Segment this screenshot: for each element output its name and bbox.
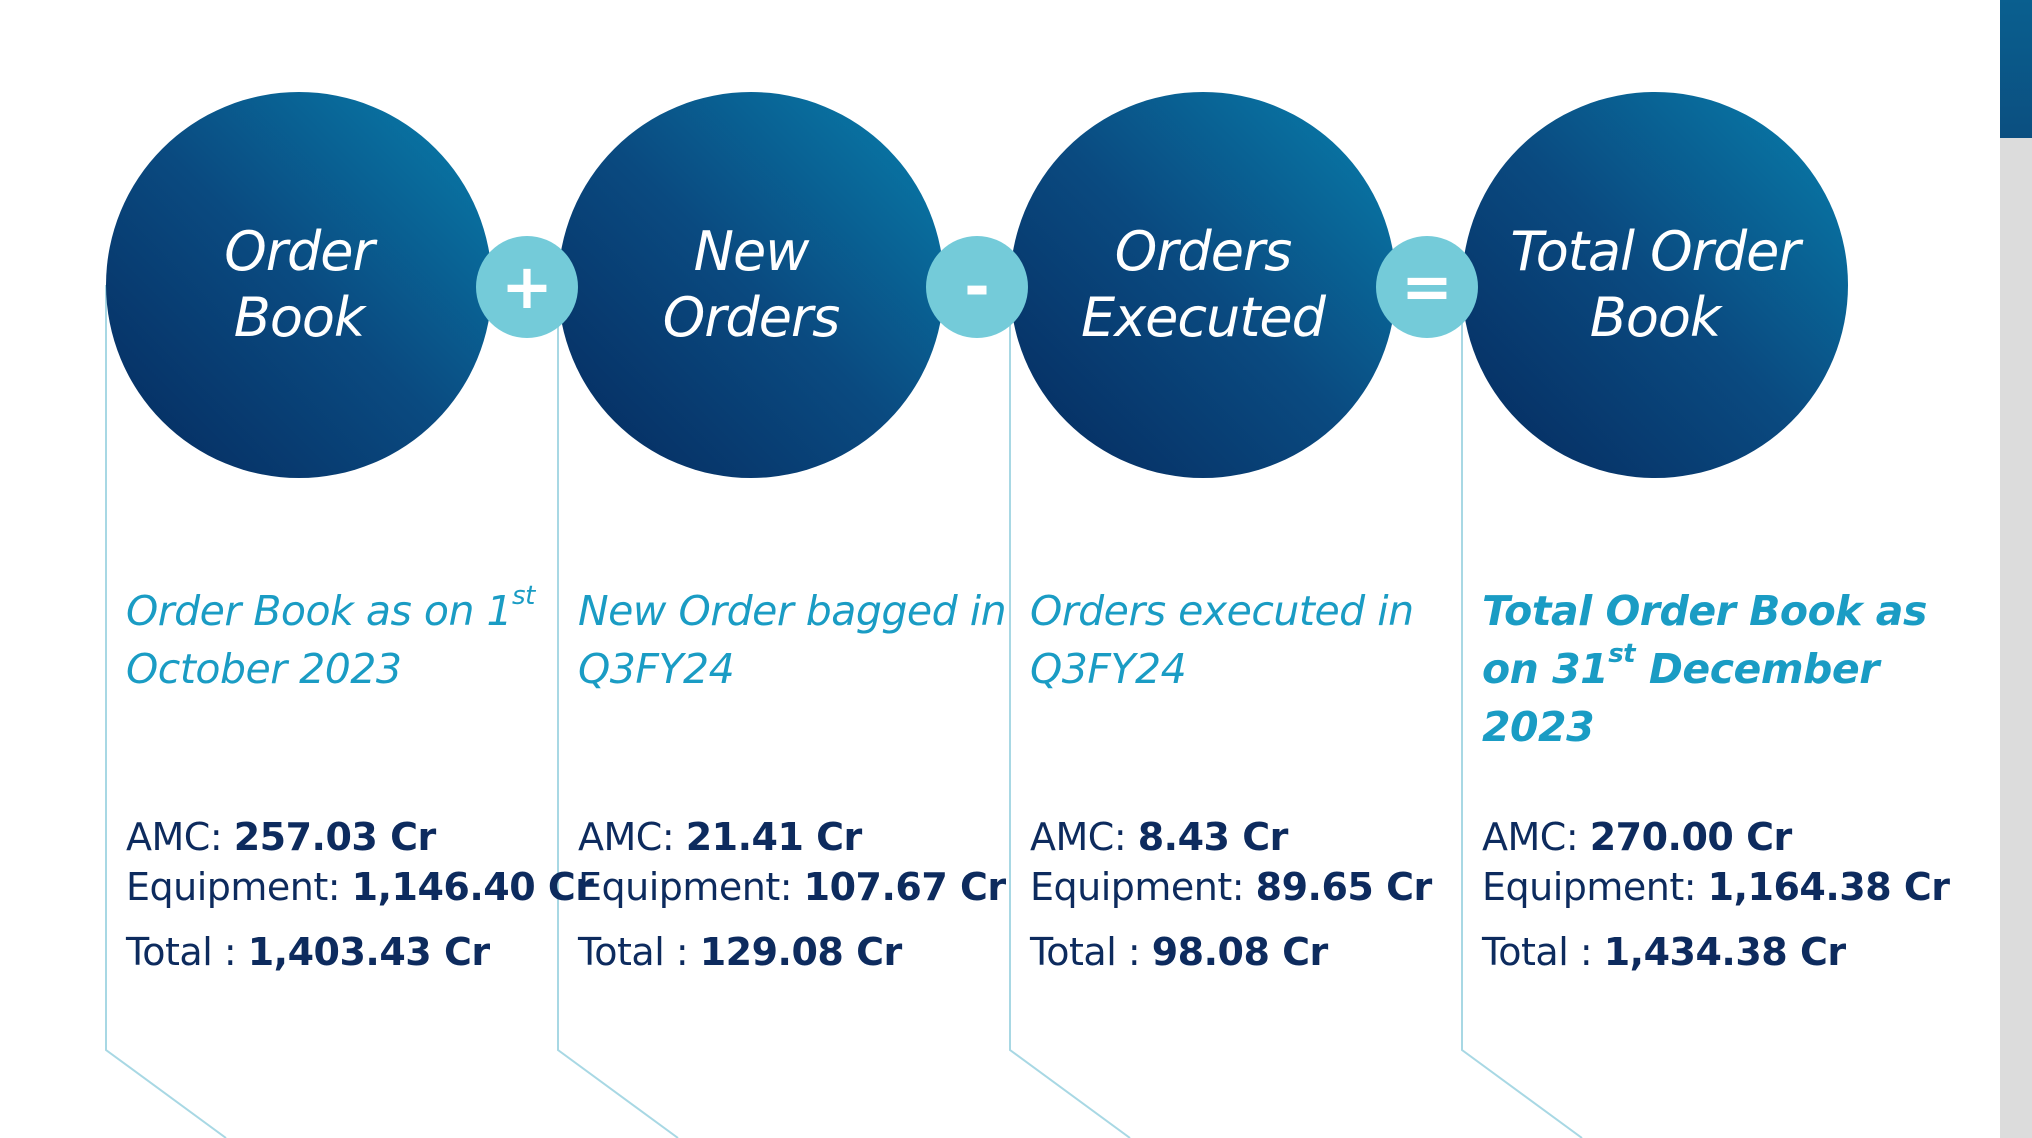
- total-value: 1,403.43 Cr: [247, 930, 490, 974]
- description-orders-executed: Orders executed in Q3FY24: [1030, 587, 1414, 693]
- amc-row: AMC: 270.00 Cr: [1482, 815, 1793, 859]
- circle-orders-executed: Orders Executed: [1010, 92, 1396, 478]
- amc-value: 8.43 Cr: [1137, 815, 1289, 859]
- total-row: Total : 1,434.38 Cr: [1482, 930, 1846, 974]
- values-total-order-book: AMC: 270.00 Cr Equipment: 1,164.38 Cr To…: [1482, 812, 1952, 977]
- description-total-order-book: Total Order Book as on 31st December 202…: [1482, 587, 1927, 751]
- amc-value: 21.41 Cr: [685, 815, 863, 859]
- equipment-value: 107.67 Cr: [803, 865, 1007, 909]
- side-scroll-track: [2000, 138, 2032, 1138]
- circle-total-order-book: Total Order Book: [1462, 92, 1848, 478]
- equipment-row: Equipment: 1,164.38 Cr: [1482, 865, 1950, 909]
- description-new-orders: New Order bagged in Q3FY24: [578, 587, 1007, 693]
- amc-row: AMC: 21.41 Cr: [578, 815, 863, 859]
- total-value: 98.08 Cr: [1151, 930, 1329, 974]
- amc-value: 257.03 Cr: [233, 815, 437, 859]
- equals-icon: =: [1376, 236, 1478, 338]
- total-row: Total : 129.08 Cr: [578, 930, 903, 974]
- values-order-book: AMC: 257.03 Cr Equipment: 1,146.40 Cr To…: [126, 812, 596, 977]
- equipment-value: 1,164.38 Cr: [1707, 865, 1950, 909]
- equipment-value: 1,146.40 Cr: [351, 865, 594, 909]
- values-new-orders: AMC: 21.41 Cr Equipment: 107.67 Cr Total…: [578, 812, 1048, 977]
- side-accent-bar: [2000, 0, 2032, 138]
- minus-icon: -: [926, 236, 1028, 338]
- circle-label-order-book: Order Book: [224, 220, 374, 349]
- circle-label-total-order-book: Total Order Book: [1510, 220, 1800, 349]
- amc-row: AMC: 8.43 Cr: [1030, 815, 1289, 859]
- amc-value: 270.00 Cr: [1589, 815, 1793, 859]
- total-row: Total : 98.08 Cr: [1030, 930, 1329, 974]
- total-value: 1,434.38 Cr: [1603, 930, 1846, 974]
- circle-label-new-orders: New Orders: [662, 220, 841, 349]
- total-value: 129.08 Cr: [699, 930, 903, 974]
- equipment-value: 89.65 Cr: [1255, 865, 1433, 909]
- values-orders-executed: AMC: 8.43 Cr Equipment: 89.65 Cr Total :…: [1030, 812, 1500, 977]
- total-row: Total : 1,403.43 Cr: [126, 930, 490, 974]
- circle-new-orders: New Orders: [558, 92, 944, 478]
- description-order-book: Order Book as on 1st October 2023: [126, 581, 535, 693]
- amc-row: AMC: 257.03 Cr: [126, 815, 437, 859]
- circle-label-orders-executed: Orders Executed: [1081, 220, 1326, 349]
- equipment-row: Equipment: 107.67 Cr: [578, 865, 1007, 909]
- equipment-row: Equipment: 1,146.40 Cr: [126, 865, 594, 909]
- circle-order-book: Order Book: [106, 92, 492, 478]
- equipment-row: Equipment: 89.65 Cr: [1030, 865, 1433, 909]
- plus-icon: +: [476, 236, 578, 338]
